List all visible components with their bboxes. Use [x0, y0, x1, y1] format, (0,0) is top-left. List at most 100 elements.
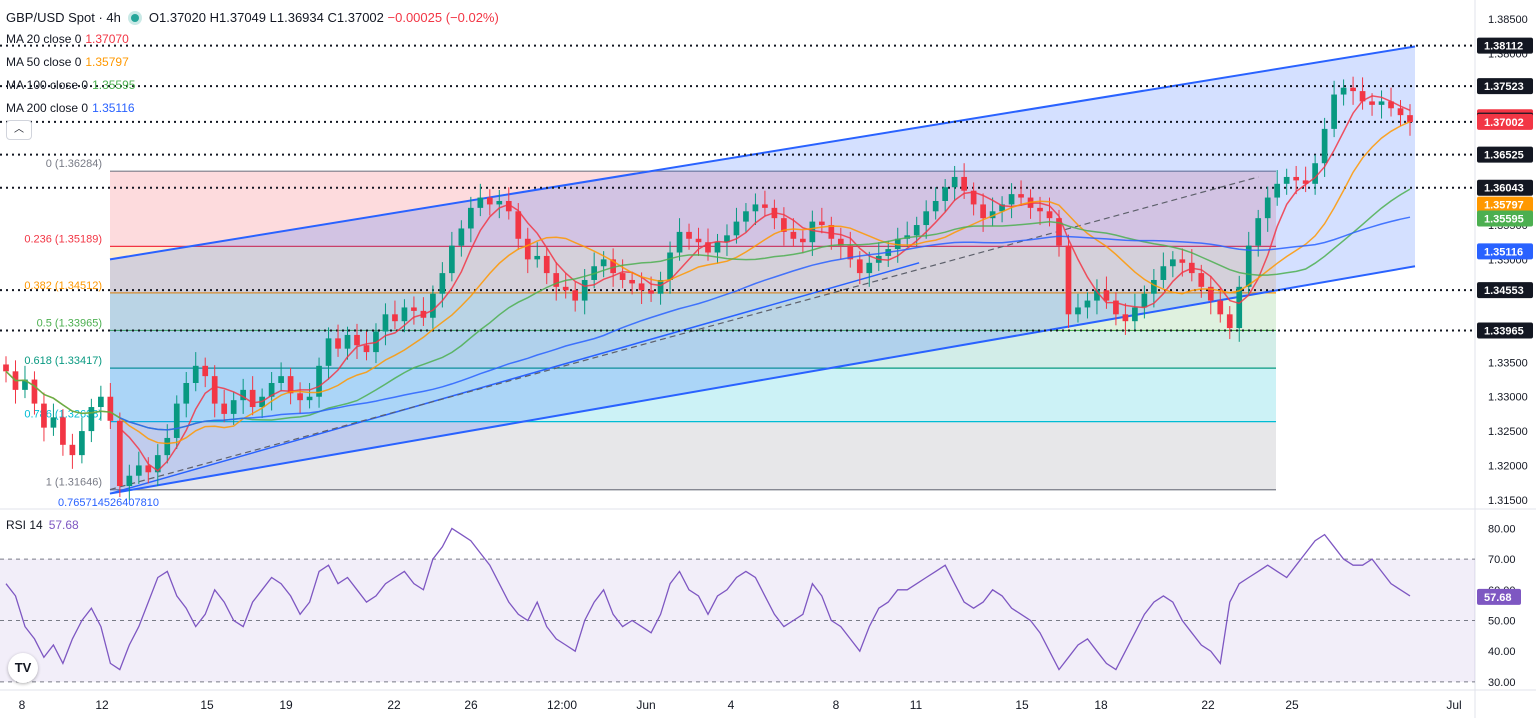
- collapse-legend-button[interactable]: ︿: [6, 120, 32, 140]
- candle-body: [31, 379, 38, 404]
- price-badge-label: 1.38112: [1484, 41, 1523, 53]
- price-badge: 1.38112: [1477, 37, 1533, 54]
- candle-body: [211, 376, 218, 404]
- candle: [477, 183, 484, 217]
- tradingview-logo[interactable]: TV: [8, 653, 38, 683]
- candle-body: [667, 252, 673, 280]
- candle: [1359, 77, 1366, 110]
- candle-body: [866, 262, 873, 274]
- candle-body: [600, 259, 607, 267]
- price-badge-label: 1.37002: [1484, 117, 1524, 129]
- market-status-icon: [130, 14, 139, 22]
- candle: [145, 457, 152, 484]
- candle-body: [686, 231, 692, 239]
- candle: [1226, 306, 1233, 340]
- candle-body: [913, 225, 920, 236]
- candle-body: [1217, 300, 1224, 315]
- price-badge: 1.34553: [1477, 282, 1533, 299]
- symbol-header: GBP/USD Spot · 4h O1.37020 H1.37049 L1.36…: [6, 10, 499, 25]
- candle: [999, 196, 1005, 223]
- candle: [790, 218, 797, 248]
- candle: [1122, 303, 1129, 335]
- candle-body: [714, 242, 721, 253]
- candle-body: [202, 365, 209, 377]
- price-tick-label: 1.32000: [1488, 460, 1528, 472]
- candle: [486, 189, 493, 216]
- candle: [714, 233, 721, 264]
- candle: [79, 417, 85, 464]
- candle: [449, 231, 455, 282]
- candle: [1217, 286, 1224, 323]
- candle-body: [790, 231, 797, 239]
- candle-body: [363, 345, 370, 353]
- channel-lower-line: [109, 265, 1416, 495]
- price-badge-label: 1.33965: [1484, 325, 1524, 337]
- candle-body: [230, 400, 237, 414]
- candle: [572, 282, 579, 312]
- time-tick-label: 22: [387, 698, 401, 712]
- candle: [467, 196, 474, 243]
- rsi-line: [5, 527, 1411, 671]
- candle-body: [837, 238, 844, 246]
- indicator-ma200[interactable]: MA 200 close 0 1.35116: [6, 101, 135, 115]
- candle-body: [695, 238, 702, 243]
- symbol-title[interactable]: GBP/USD Spot · 4h: [6, 10, 121, 25]
- candle-body: [1340, 87, 1347, 95]
- time-tick-label: 25: [1285, 698, 1299, 712]
- candle-body: [116, 420, 123, 487]
- rsi-badge-bg: [1477, 588, 1521, 605]
- candle-body: [297, 393, 303, 401]
- candle: [1397, 100, 1404, 127]
- indicator-ma50[interactable]: MA 50 close 0 1.35797: [6, 55, 129, 69]
- candle-body: [781, 218, 787, 232]
- candle: [1302, 166, 1309, 193]
- candle: [1151, 268, 1157, 308]
- candle-body: [524, 238, 531, 260]
- candle-body: [809, 221, 816, 243]
- candle: [505, 187, 512, 220]
- fib-label: 0.382 (1.34512): [24, 280, 102, 292]
- rsi-tick-label: 50.00: [1488, 615, 1516, 627]
- candle: [818, 207, 825, 234]
- indicator-value: 1.37070: [85, 32, 129, 46]
- price-badge-bg: [1477, 78, 1533, 95]
- candle-body: [107, 396, 114, 421]
- price-badge-bg: [1477, 37, 1533, 54]
- candle: [3, 356, 9, 383]
- candle-body: [1321, 128, 1328, 164]
- candle-body: [1312, 163, 1318, 184]
- candle-body: [1359, 91, 1366, 102]
- rsi-tick-label: 70.00: [1488, 554, 1516, 566]
- candle-body: [1094, 290, 1100, 301]
- candle: [287, 367, 294, 405]
- candle-body: [1283, 176, 1290, 184]
- rsi-legend[interactable]: RSI 14 57.68: [6, 518, 79, 532]
- candle-body: [676, 231, 683, 253]
- candle: [1312, 154, 1318, 195]
- candle-body: [98, 396, 104, 408]
- indicator-ma20[interactable]: MA 20 close 0 1.37070: [6, 32, 129, 46]
- candle-body: [856, 259, 863, 274]
- time-tick-label: 4: [728, 698, 735, 712]
- candle-body: [392, 314, 398, 322]
- time-tick-label: 18: [1094, 698, 1108, 712]
- fib-label: 0.618 (1.33417): [24, 355, 102, 367]
- candle-body: [1207, 286, 1214, 301]
- candle: [401, 299, 408, 333]
- indicator-ma100[interactable]: MA 100 close 0 1.35595: [6, 78, 135, 92]
- candle-body: [1397, 108, 1404, 116]
- ma200-line: [119, 216, 1411, 431]
- ma20-line: [119, 95, 1411, 472]
- candle: [1236, 275, 1243, 342]
- price-badge: 1.35595: [1477, 210, 1533, 227]
- candle: [98, 385, 104, 421]
- candle-body: [657, 279, 664, 294]
- candle: [173, 395, 180, 449]
- candle: [686, 223, 692, 250]
- candle-body: [1245, 245, 1252, 287]
- candle-body: [610, 259, 616, 274]
- candle-body: [69, 444, 76, 456]
- candle: [837, 227, 844, 260]
- candle-body: [173, 403, 180, 438]
